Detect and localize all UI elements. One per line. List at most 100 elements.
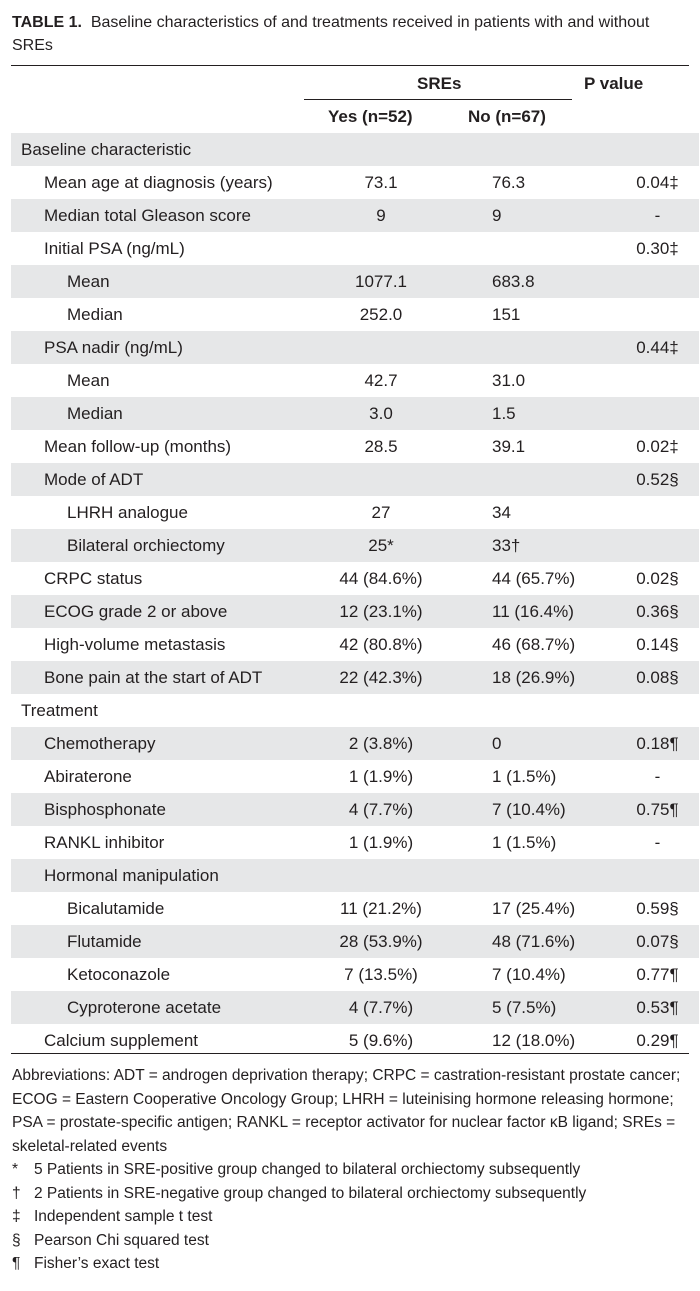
cell-yes: 4 (7.7%): [314, 991, 448, 1024]
cell-yes: 2 (3.8%): [314, 727, 448, 760]
table-row: Bisphosphonate 4 (7.7%) 7 (10.4%) 0.75¶: [11, 793, 699, 826]
row-label: Cyproterone acetate: [11, 991, 314, 1024]
cell-yes: 4 (7.7%): [314, 793, 448, 826]
cell-no: 33†: [448, 529, 616, 562]
table-row: Median 252.0 151: [11, 298, 699, 331]
cell-pvalue: [616, 364, 699, 397]
cell-yes: 28.5: [364, 436, 398, 456]
footnote-mark: ‡: [12, 1208, 21, 1225]
table-row: Mean 42.7 31.0: [11, 364, 699, 397]
cell-pvalue: 0.02‡: [636, 436, 679, 456]
cell-no: 12 (18.0%): [492, 1030, 576, 1050]
footnote-text: 5 Patients in SRE-positive group changed…: [34, 1161, 581, 1178]
cell-yes: 44 (84.6%): [339, 568, 423, 588]
header-sres: SREs: [417, 74, 462, 93]
footnote-mark: §: [12, 1231, 21, 1249]
footnote-text: Fisher’s exact test: [34, 1255, 160, 1272]
table-row: Bone pain at the start of ADT 22 (42.3%) 1…: [11, 661, 699, 694]
table-row: Mean follow-up (months) 28.5 39.1 0.02‡: [11, 430, 699, 463]
row-label: High-volume metastasis: [44, 634, 226, 654]
cell-no: 76.3: [492, 172, 526, 192]
row-label: PSA nadir (ng/mL): [11, 331, 314, 364]
cell-no: 683.8: [448, 265, 616, 298]
row-label: Initial PSA (ng/mL): [44, 238, 185, 258]
cell-no: 39.1: [492, 436, 526, 456]
table-row: LHRH analogue 27 34: [11, 496, 699, 529]
table-row: Bilateral orchiectomy 25* 33†: [11, 529, 699, 562]
cell-pvalue: 0.44‡: [616, 331, 699, 364]
cell-no: 7 (10.4%): [492, 964, 566, 984]
row-label: Median total Gleason score: [11, 199, 314, 232]
cell-no: [448, 463, 616, 496]
cell-yes: [314, 232, 448, 265]
table-row: Calcium supplement 5 (9.6%) 12 (18.0%) 0.29…: [11, 1024, 699, 1057]
row-label: Median: [67, 304, 123, 324]
header-pvalue: P value: [584, 74, 644, 93]
cell-no: 17 (25.4%): [492, 898, 576, 918]
table-row: Chemotherapy 2 (3.8%) 0 0.18¶: [11, 727, 699, 760]
footnote: ¶ Fisher’s exact test: [12, 1252, 688, 1276]
cell-no: [448, 694, 616, 727]
row-label: LHRH analogue: [67, 502, 188, 522]
cell-pvalue: [616, 496, 699, 529]
table-row: Mean age at diagnosis (years) 73.1 76.3 0.0…: [11, 166, 699, 199]
row-label: Bicalutamide: [67, 898, 165, 918]
header-yes: Yes (n=52): [328, 107, 413, 126]
footnote: ‡ Independent sample t test: [12, 1205, 688, 1229]
cell-pvalue: 0.02§: [636, 568, 679, 588]
row-label: Treatment: [21, 700, 98, 720]
cell-yes: 5 (9.6%): [348, 1030, 414, 1050]
cell-yes: 42.7: [364, 370, 398, 390]
cell-pvalue: 0.75¶: [616, 793, 699, 826]
cell-yes: [314, 694, 448, 727]
cell-pvalue: [616, 397, 699, 430]
cell-yes: 12 (23.1%): [314, 595, 448, 628]
cell-yes: 27: [371, 502, 391, 522]
cell-no: [448, 859, 616, 892]
cell-yes: 11 (21.2%): [340, 898, 422, 918]
row-label: CRPC status: [44, 568, 143, 588]
footnote-mark: *: [12, 1161, 19, 1178]
cell-yes: [314, 133, 448, 166]
cell-pvalue: 0.52§: [616, 463, 699, 496]
row-label: Baseline characteristic: [11, 133, 314, 166]
row-label: Mean age at diagnosis (years): [44, 172, 273, 192]
cell-pvalue: 0.30‡: [636, 238, 679, 258]
footnote: § Pearson Chi squared test: [12, 1229, 688, 1253]
row-label: Mean follow-up (months): [44, 436, 232, 456]
table-row: Mean 1077.1 683.8: [11, 265, 699, 298]
row-label: Flutamide: [11, 925, 314, 958]
cell-yes: 25*: [314, 529, 448, 562]
row-label: Median: [11, 397, 314, 430]
cell-yes: 22 (42.3%): [314, 661, 448, 694]
abbreviations-note: Abbreviations: ADT = androgen deprivatio…: [12, 1067, 681, 1155]
row-label: Ketoconazole: [67, 964, 171, 984]
cell-no: 1.5: [448, 397, 616, 430]
cell-pvalue: -: [654, 766, 661, 786]
table-row: CRPC status 44 (84.6%) 44 (65.7%) 0.02§: [11, 562, 699, 595]
cell-pvalue: 0.14§: [636, 634, 679, 654]
cell-pvalue: [616, 694, 699, 727]
cell-yes: 1 (1.9%): [348, 766, 414, 786]
table-row: Median total Gleason score 9 9-: [11, 199, 699, 232]
table-row: Cyproterone acetate 4 (7.7%) 5 (7.5%) 0.53¶: [11, 991, 699, 1024]
cell-no: 7 (10.4%): [448, 793, 616, 826]
bottom-rule: [11, 1053, 689, 1054]
table-row: RANKL inhibitor 1 (1.9%) 1 (1.5%) -: [11, 826, 699, 859]
footnote-list: * 5 Patients in SRE-positive group change…: [12, 1158, 688, 1276]
row-label: Mode of ADT: [11, 463, 314, 496]
cell-no: 5 (7.5%): [448, 991, 616, 1024]
footnote: † 2 Patients in SRE-negative group change…: [12, 1182, 688, 1206]
table-row: Treatment: [11, 694, 699, 727]
cell-pvalue: 0.08§: [616, 661, 699, 694]
cell-yes: 3.0: [314, 397, 448, 430]
cell-no: 34: [492, 502, 511, 522]
cell-pvalue: 0.29¶: [636, 1030, 679, 1050]
table-number: TABLE 1.: [12, 14, 82, 31]
table-row: Abiraterone 1 (1.9%) 1 (1.5%) -: [11, 760, 699, 793]
table-row: Ketoconazole 7 (13.5%) 7 (10.4%) 0.77¶: [11, 958, 699, 991]
footnote-text: 2 Patients in SRE-negative group changed…: [34, 1184, 587, 1202]
cell-yes: [314, 859, 448, 892]
cell-no: [448, 331, 616, 364]
footnotes: Abbreviations: ADT = androgen deprivatio…: [12, 1064, 688, 1276]
